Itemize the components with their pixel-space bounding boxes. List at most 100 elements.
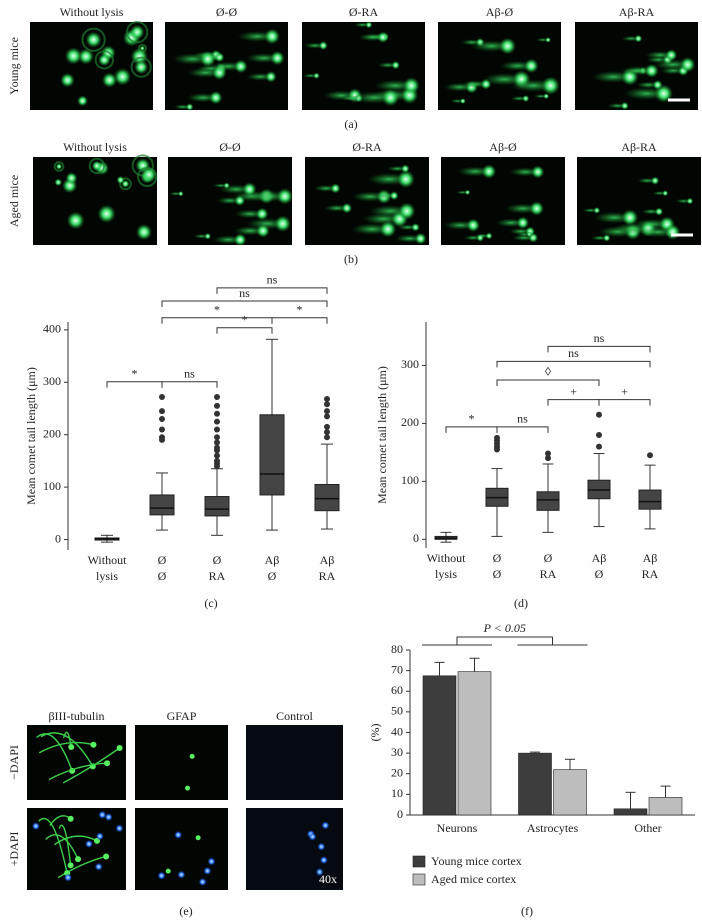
box xyxy=(638,489,662,510)
nucleus xyxy=(101,72,117,88)
nucleus xyxy=(662,190,669,197)
legend-swatch xyxy=(412,855,426,868)
y-tick-label: 200 xyxy=(401,415,419,429)
outlier xyxy=(214,434,220,441)
nucleus xyxy=(136,224,152,241)
x-tick-label: Neurons xyxy=(437,821,478,835)
significance-bracket xyxy=(216,327,273,334)
significance-label: ns xyxy=(239,286,250,300)
outlier xyxy=(545,455,551,462)
significance-bracket xyxy=(161,381,218,388)
outlier xyxy=(596,443,602,450)
micrograph xyxy=(135,725,228,800)
nucleus xyxy=(264,28,280,45)
y-tick-label: 0 xyxy=(413,531,419,545)
halo xyxy=(88,157,106,175)
nucleus xyxy=(186,103,194,111)
nucleus xyxy=(414,232,427,245)
row-label: −DAPI xyxy=(7,745,21,780)
x-tick-label: Ø xyxy=(158,553,167,567)
soma xyxy=(67,815,74,822)
nucleus xyxy=(651,176,660,185)
soma xyxy=(195,835,201,841)
panel-label: (a) xyxy=(344,117,357,131)
y-tick-label: 40 xyxy=(391,724,403,738)
nucleus xyxy=(116,176,125,184)
legend-label: Aged mice cortex xyxy=(431,872,516,886)
nucleus xyxy=(209,91,223,105)
significance-label: + xyxy=(570,384,577,398)
halo xyxy=(81,27,106,52)
nucleus xyxy=(234,195,246,206)
box xyxy=(259,414,285,496)
nucleus xyxy=(541,76,560,95)
nucleus xyxy=(313,72,320,79)
nucleus xyxy=(78,48,94,65)
nucleus xyxy=(199,51,216,67)
nucleus xyxy=(330,183,341,194)
y-tick-label: 30 xyxy=(391,745,403,759)
x-tick-label: Ø xyxy=(268,569,277,583)
x-tick-label: Ø xyxy=(493,551,502,565)
nucleus xyxy=(499,37,516,55)
nucleus xyxy=(480,78,492,90)
outlier xyxy=(324,413,330,420)
significance-bracket xyxy=(496,379,600,386)
outlier xyxy=(324,429,330,436)
neurite xyxy=(57,855,107,879)
significance-label: ns xyxy=(517,412,528,426)
nucleus xyxy=(401,164,410,173)
nucleus xyxy=(204,233,211,240)
significance-label: ns xyxy=(267,273,278,287)
column-title: Aβ-RA xyxy=(619,5,655,19)
nucleus xyxy=(464,189,471,195)
x-tick-label: Aβ xyxy=(592,551,607,565)
nucleus xyxy=(621,209,639,226)
y-tick-label: 0 xyxy=(55,531,61,545)
x-tick-label: RA xyxy=(319,569,336,583)
nucleus xyxy=(545,37,551,43)
nucleus xyxy=(60,73,75,88)
bar xyxy=(518,752,552,816)
nucleus xyxy=(270,50,285,66)
micrograph xyxy=(27,808,126,890)
y-tick-label: 10 xyxy=(391,786,403,800)
nucleus xyxy=(680,57,696,73)
nucleus xyxy=(522,95,530,102)
outlier xyxy=(214,410,220,417)
dapi-nucleus xyxy=(84,839,93,848)
nucleus xyxy=(274,215,291,232)
outlier xyxy=(324,408,330,415)
nucleus xyxy=(644,63,659,78)
y-tick-label: 0 xyxy=(397,807,403,821)
dapi-nucleus xyxy=(317,842,326,851)
x-tick-label: Ø xyxy=(493,567,502,581)
column-title: Ø-RA xyxy=(352,140,382,154)
dapi-nucleus xyxy=(64,873,73,882)
annotation-bracket xyxy=(422,636,588,646)
dapi-nucleus xyxy=(177,870,186,879)
nucleus xyxy=(129,24,145,40)
outlier xyxy=(159,393,165,400)
magnification: 40x xyxy=(319,872,337,886)
row-label: +DAPI xyxy=(7,832,21,867)
significance-bracket xyxy=(547,399,600,406)
dapi-nucleus xyxy=(203,866,212,875)
significance-bracket xyxy=(271,317,328,324)
nucleus xyxy=(85,31,102,48)
significance-bracket xyxy=(598,399,651,406)
x-tick-label: lysis xyxy=(96,569,118,583)
nucleus xyxy=(529,201,544,216)
outlier xyxy=(647,452,653,459)
nucleus xyxy=(389,191,399,200)
bar xyxy=(613,808,648,816)
nucleus xyxy=(134,60,149,75)
significance-bracket xyxy=(161,317,273,324)
nucleus xyxy=(593,207,601,214)
nucleus xyxy=(543,93,550,100)
y-tick-label: 200 xyxy=(43,426,61,440)
column-title: Without lysis xyxy=(63,140,127,154)
x-tick-label: Aβ xyxy=(320,553,335,567)
nucleus xyxy=(212,65,227,80)
nucleus xyxy=(265,71,277,83)
